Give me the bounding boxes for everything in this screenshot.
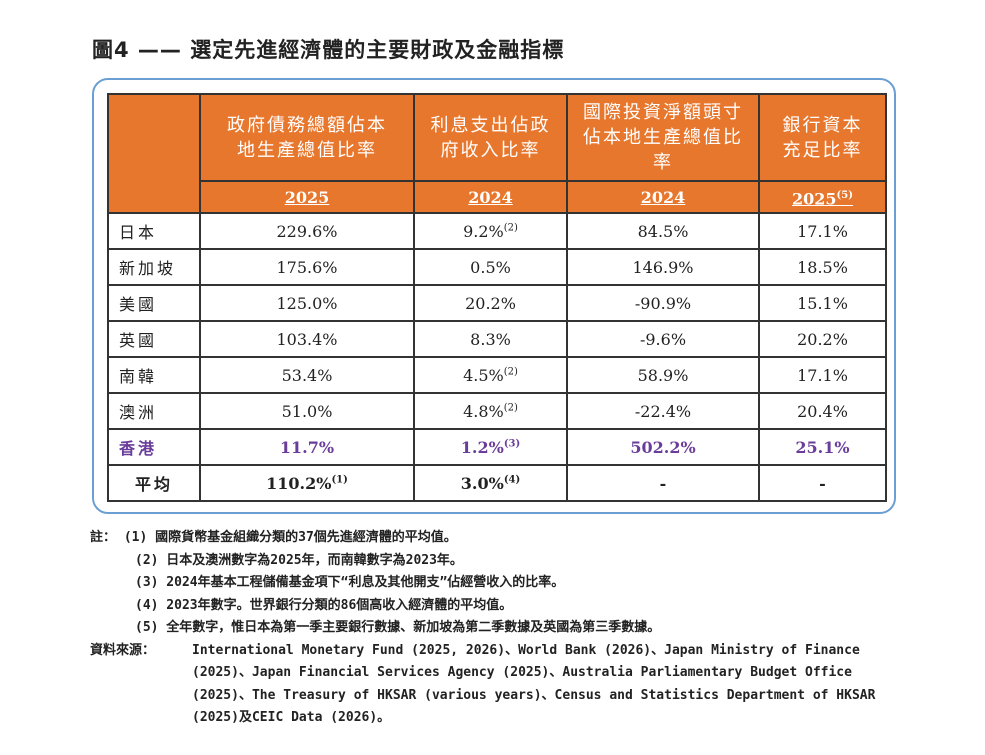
table-row: 英國 103.4% 8.3% -9.6% 20.2% — [107, 320, 887, 358]
year-debt: 2025 — [199, 180, 415, 214]
note-5: (5) 全年數字，惟日本為第一季主要銀行數據、新加坡為第二季數據及英國為第三季數… — [135, 620, 661, 635]
header-iip: 國際投資淨額頭寸佔本地生產總值比率 — [566, 93, 760, 182]
value-cell: 20.2% — [758, 320, 887, 358]
table-row: 澳洲 51.0% 4.8%(2) -22.4% 20.4% — [107, 392, 887, 430]
value-cell: 3.0%(4) — [413, 464, 568, 502]
year-iip: 2024 — [566, 180, 760, 214]
note-1: 註： (1) 國際貨幣基金組織分類的37個先進經濟體的平均值。 — [90, 530, 457, 545]
value-cell: -90.9% — [566, 284, 760, 322]
value-cell: 9.2%(2) — [413, 212, 568, 250]
header-interest: 利息支出佔政府收入比率 — [413, 93, 568, 182]
row-label: 澳洲 — [107, 392, 201, 430]
value-cell: 103.4% — [199, 320, 415, 358]
value-cell: 58.9% — [566, 356, 760, 394]
value-cell: 175.6% — [199, 248, 415, 286]
indicators-table: 政府債務總額佔本地生產總值比率 利息支出佔政府收入比率 國際投資淨額頭寸佔本地生… — [107, 93, 887, 502]
note-3: (3) 2024年基本工程儲備基金項下“利息及其他開支”佔經營收入的比率。 — [135, 575, 565, 590]
value-cell: 0.5% — [413, 248, 568, 286]
value-cell: -22.4% — [566, 392, 760, 430]
value-cell: 4.5%(2) — [413, 356, 568, 394]
row-label: 美國 — [107, 284, 201, 322]
value-cell: 53.4% — [199, 356, 415, 394]
notes: 註： (1) 國際貨幣基金組織分類的37個先進經濟體的平均值。 (2) 日本及澳… — [90, 527, 882, 730]
table-row: 新加坡 175.6% 0.5% 146.9% 18.5% — [107, 248, 887, 286]
value-cell: 8.3% — [413, 320, 568, 358]
table-row: 美國 125.0% 20.2% -90.9% 15.1% — [107, 284, 887, 322]
row-label: 南韓 — [107, 356, 201, 394]
value-cell: 18.5% — [758, 248, 887, 286]
value-cell: 20.4% — [758, 392, 887, 430]
value-cell: 17.1% — [758, 356, 887, 394]
row-label: 平均 — [107, 464, 201, 502]
value-cell: 110.2%(1) — [199, 464, 415, 502]
value-cell: 25.1% — [758, 428, 887, 466]
value-cell: 17.1% — [758, 212, 887, 250]
row-label: 新加坡 — [107, 248, 201, 286]
corner-cell — [107, 93, 201, 214]
table-row: 平均 110.2%(1) 3.0%(4) - - — [107, 464, 887, 502]
value-cell: 1.2%(3) — [413, 428, 568, 466]
value-cell: 125.0% — [199, 284, 415, 322]
value-cell: 84.5% — [566, 212, 760, 250]
value-cell: -9.6% — [566, 320, 760, 358]
value-cell: 4.8%(2) — [413, 392, 568, 430]
value-cell: 20.2% — [413, 284, 568, 322]
year-interest: 2024 — [413, 180, 568, 214]
source: 資料來源： International Monetary Fund (2025, … — [90, 642, 876, 726]
table-row: 南韓 53.4% 4.5%(2) 58.9% 17.1% — [107, 356, 887, 394]
note-2: (2) 日本及澳洲數字為2025年，而南韓數字為2023年。 — [135, 552, 463, 568]
value-cell: - — [758, 464, 887, 502]
value-cell: 502.2% — [566, 428, 760, 466]
figure-title: 圖4 —— 選定先進經濟體的主要財政及金融指標 — [92, 38, 565, 62]
value-cell: 146.9% — [566, 248, 760, 286]
value-cell: 11.7% — [199, 428, 415, 466]
value-cell: - — [566, 464, 760, 502]
year-car: 2025(5) — [758, 180, 887, 214]
table-frame — [92, 78, 896, 514]
value-cell: 15.1% — [758, 284, 887, 322]
row-label: 英國 — [107, 320, 201, 358]
value-cell: 51.0% — [199, 392, 415, 430]
table-row: 香港 11.7% 1.2%(3) 502.2% 25.1% — [107, 428, 887, 466]
row-label: 日本 — [107, 212, 201, 250]
row-label: 香港 — [107, 428, 201, 466]
value-cell: 229.6% — [199, 212, 415, 250]
table-row: 日本 229.6% 9.2%(2) 84.5% 17.1% — [107, 212, 887, 250]
note-4: (4) 2023年數字。世界銀行分類的86個高收入經濟體的平均值。 — [135, 597, 513, 613]
header-debt: 政府債務總額佔本地生產總值比率 — [199, 93, 415, 182]
header-car: 銀行資本充足比率 — [758, 93, 887, 182]
